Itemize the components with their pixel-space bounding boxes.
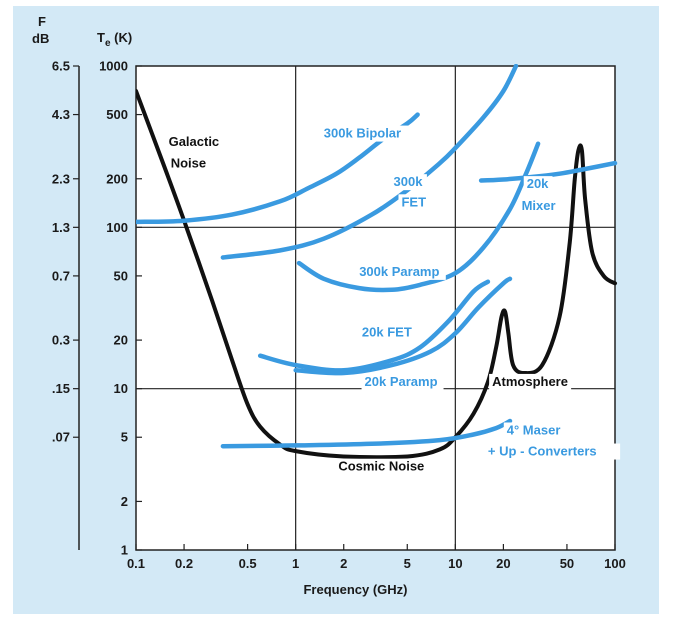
f-tick-label: 0.3 <box>52 333 70 348</box>
annotation-bg <box>523 176 553 193</box>
f-tick-label: .15 <box>52 381 70 396</box>
x-tick-label: 50 <box>560 556 574 571</box>
te-tick-label: 200 <box>106 171 128 186</box>
x-tick-label: 20 <box>496 556 510 571</box>
annotation-bg <box>398 194 428 211</box>
annotation-bg <box>390 174 427 191</box>
annotation-bg <box>489 373 572 390</box>
annotation-label: 20k Paramp <box>365 374 438 389</box>
axis-layer: 0.1 0.2 0.5 1 2 5 10 20 50 100 Frequency (GHz) 1 2 5 1… <box>32 14 626 597</box>
x-tick-label: 5 <box>404 556 411 571</box>
label-layer: Galactic Noise 300k Bipolar 300k FET 20k Mixer… <box>169 126 621 475</box>
annotation-bg <box>503 422 571 439</box>
x-tick-label: 1 <box>292 556 299 571</box>
series-line-3 <box>296 141 541 293</box>
annotation-bg <box>361 373 444 390</box>
f-tick-label: .07 <box>52 430 70 445</box>
f-tick-label: 6.5 <box>52 59 70 74</box>
annotation-bg <box>335 458 433 475</box>
f-tick-label: 1.3 <box>52 220 70 235</box>
series-line-6 <box>478 160 618 183</box>
te-tick-label: 20 <box>114 333 128 348</box>
annotation-bg <box>358 324 419 341</box>
te-axis-title: Te (K) <box>97 30 132 49</box>
te-tick-label: 50 <box>114 268 128 283</box>
te-tick-label: 1000 <box>99 59 128 74</box>
annotation-bg <box>484 443 621 460</box>
f-axis-unit: dB <box>32 31 49 46</box>
series-line-0 <box>136 89 617 460</box>
annotation-label: Mixer <box>522 198 556 213</box>
x-tick-label: 0.2 <box>175 556 193 571</box>
annotation-label: Cosmic Noise <box>338 459 424 474</box>
series-line-5 <box>293 276 513 376</box>
annotation-label: + Up - Converters <box>488 444 597 459</box>
x-tick-label: 0.1 <box>127 556 145 571</box>
annotation-label: FET <box>401 194 426 209</box>
x-tick-label: 10 <box>448 556 462 571</box>
f-axis-title: F <box>38 14 46 29</box>
annotation-label: Atmosphere <box>492 374 568 389</box>
series-line-7 <box>220 418 513 449</box>
annotation-bg <box>320 125 418 142</box>
noise-temperature-chart: 0.1 0.2 0.5 1 2 5 10 20 50 100 Frequency (GHz) 1 2 5 1… <box>32 14 626 597</box>
f-tick-label: 0.7 <box>52 268 70 283</box>
te-tick-label: 500 <box>106 107 128 122</box>
te-tick-label: 100 <box>106 220 128 235</box>
annotation-label: 300k <box>394 174 424 189</box>
annotation-label: 300k Paramp <box>359 264 439 279</box>
annotation-label: Galactic <box>169 134 220 149</box>
annotation-label: 20k FET <box>362 325 412 340</box>
x-tick-label: 0.5 <box>239 556 257 571</box>
annotation-label: 300k Bipolar <box>324 126 401 141</box>
te-tick-label: 5 <box>121 430 128 445</box>
x-tick-label: 100 <box>604 556 626 571</box>
annotation-bg <box>356 263 446 280</box>
te-tick-label: 10 <box>114 381 128 396</box>
te-tick-label: 1 <box>121 543 128 558</box>
f-tick-label: 4.3 <box>52 107 70 122</box>
x-tick-label: 2 <box>340 556 347 571</box>
series-line-4 <box>257 279 491 373</box>
te-tick-label: 2 <box>121 494 128 509</box>
annotation-label: 4° Maser <box>507 422 561 437</box>
annotation-label: 20k <box>527 176 549 191</box>
annotation-label: Noise <box>171 155 206 170</box>
annotation-bg <box>518 198 563 215</box>
x-axis-title: Frequency (GHz) <box>303 582 407 597</box>
f-tick-label: 2.3 <box>52 171 70 186</box>
chart-panel: 0.1 0.2 0.5 1 2 5 10 20 50 100 Frequency (GHz) 1 2 5 1… <box>13 6 659 614</box>
